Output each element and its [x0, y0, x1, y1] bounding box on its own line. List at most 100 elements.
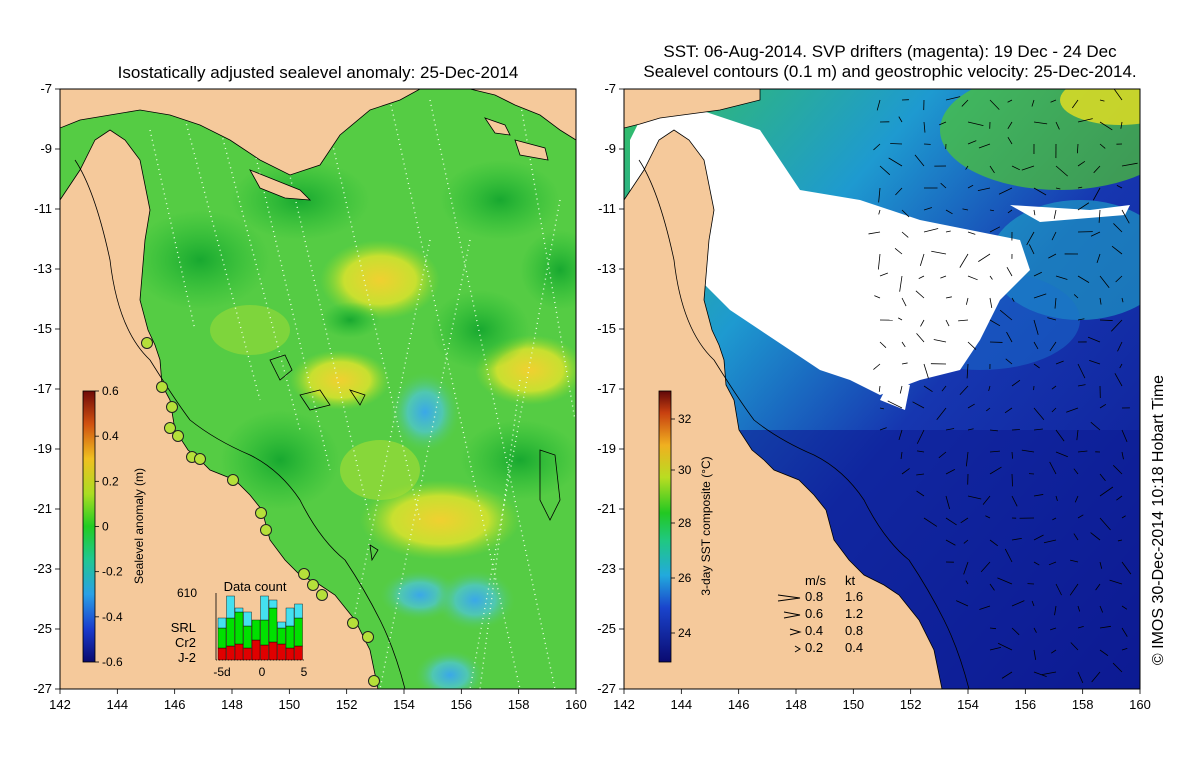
- velocity-arrow: [989, 539, 998, 547]
- right-map[interactable]: [624, 70, 1180, 689]
- velocity-arrow: [1121, 297, 1124, 303]
- velocity-arrow: [1031, 99, 1035, 107]
- velocity-arrow: [1050, 99, 1057, 103]
- lat-tick-label: -7: [604, 81, 616, 96]
- count-bar-segment: [243, 611, 252, 627]
- velocity-scale-arrow: [789, 628, 802, 636]
- velocity-arrow: [878, 209, 881, 215]
- velocity-arrow: [1111, 245, 1123, 255]
- velocity-arrow: [1055, 451, 1068, 458]
- velocity-arrow: [1077, 626, 1084, 629]
- velocity-arrow: [1091, 671, 1101, 683]
- lat-tick-label: -27: [33, 681, 52, 696]
- velocity-arrow: [945, 209, 953, 215]
- velocity-legend-kt-header: kt: [845, 573, 856, 588]
- velocity-arrow: [898, 116, 903, 123]
- velocity-arrow: [985, 515, 991, 519]
- velocity-arrow: [923, 228, 939, 233]
- velocity-arrow: [876, 99, 881, 111]
- count-bar-segment: [217, 647, 227, 661]
- velocity-arrow: [989, 429, 998, 432]
- count-bar-segment: [217, 627, 227, 649]
- new-guinea-landmass-right: [624, 89, 761, 129]
- legend-series-srl: SRL: [171, 620, 196, 635]
- lon-tick-label: 160: [565, 697, 587, 712]
- lon-tick-label: 146: [728, 697, 750, 712]
- count-bar-segment: [285, 625, 295, 649]
- count-bar-segment: [234, 607, 244, 613]
- velocity-arrow: [1117, 341, 1123, 352]
- velocity-arrow: [999, 309, 1013, 321]
- velocity-arrow: [1055, 165, 1068, 177]
- left-map[interactable]: [60, 89, 600, 700]
- velocity-arrow: [998, 187, 1013, 195]
- velocity-arrow: [1093, 165, 1101, 174]
- velocity-arrow: [1026, 231, 1035, 246]
- velocity-arrow: [959, 253, 969, 268]
- count-bar-segment: [260, 595, 269, 621]
- lat-tick-label: -17: [597, 381, 616, 396]
- velocity-arrow: [1099, 297, 1102, 305]
- lat-tick-label: -11: [34, 201, 52, 216]
- velocity-arrow: [1033, 271, 1042, 277]
- velocity-arrow: [1004, 548, 1013, 563]
- velocity-scale-arrow: [783, 611, 801, 619]
- lon-tick-label: 160: [1129, 697, 1151, 712]
- velocity-arrow: [989, 450, 1000, 453]
- lat-tick-label: -13: [597, 261, 616, 276]
- lat-tick-label: -21: [33, 501, 52, 516]
- lat-tick-label: -9: [40, 141, 52, 156]
- velocity-arrow: [945, 428, 955, 431]
- velocity-arrow: [962, 208, 969, 211]
- lon-tick-label: 144: [670, 697, 692, 712]
- velocity-arrow: [868, 231, 881, 235]
- velocity-arrow: [1099, 605, 1104, 613]
- velocity-arrow: [1096, 253, 1101, 263]
- velocity-arrow: [967, 184, 974, 189]
- velocity-arrow: [901, 297, 907, 307]
- velocity-arrow: [1043, 539, 1057, 544]
- velocity-arrow: [1007, 99, 1013, 103]
- velocity-arrow: [989, 209, 995, 212]
- data-count-max-label: 610: [177, 586, 197, 600]
- count-bar-segment: [268, 641, 278, 661]
- solomon-island-2: [514, 139, 549, 161]
- velocity-arrow: [1073, 294, 1079, 299]
- velocity-arrow: [887, 400, 903, 409]
- velocity-arrow: [898, 429, 903, 441]
- solomon-island-1: [484, 117, 511, 136]
- velocity-arrow: [1033, 187, 1047, 196]
- velocity-legend: m/s kt 0.8 1.6 0.6 1.2 0.4 0.8 0.2 0.4: [777, 573, 863, 655]
- velocity-legend-kt: 0.8: [845, 623, 863, 638]
- velocity-arrow: [873, 363, 881, 370]
- velocity-arrow: [1111, 319, 1123, 332]
- velocity-arrow: [888, 157, 903, 167]
- velocity-arrow: [1007, 209, 1013, 214]
- velocity-arrow: [1050, 649, 1057, 654]
- velocity-scale-arrow: [777, 594, 801, 602]
- velocity-arrow: [1114, 373, 1123, 387]
- velocity-arrow: [1121, 627, 1128, 637]
- lon-tick-label: 152: [336, 697, 358, 712]
- velocity-arrow: [920, 319, 925, 327]
- velocity-arrow: [1077, 161, 1086, 167]
- velocity-arrow: [1070, 642, 1079, 651]
- velocity-arrow: [965, 580, 969, 585]
- velocity-arrow: [966, 363, 969, 379]
- velocity-arrow: [1077, 318, 1085, 321]
- count-bar-segment: [277, 627, 286, 645]
- velocity-arrow: [1011, 600, 1025, 607]
- velocity-arrow: [933, 339, 947, 343]
- velocity-arrow: [1001, 671, 1013, 679]
- velocity-arrow: [1076, 143, 1079, 154]
- velocity-arrow: [901, 209, 910, 218]
- count-bar-segment: [243, 647, 252, 661]
- lat-tick-label: -13: [33, 261, 52, 276]
- velocity-arrow: [967, 341, 977, 350]
- velocity-arrow: [1069, 583, 1079, 596]
- velocity-arrow: [1113, 465, 1123, 475]
- velocity-arrow: [1074, 495, 1079, 503]
- colorbar-tick-label: 26: [678, 571, 692, 585]
- colorbar-tick-label: 0.4: [102, 429, 119, 443]
- velocity-arrow: [963, 561, 969, 575]
